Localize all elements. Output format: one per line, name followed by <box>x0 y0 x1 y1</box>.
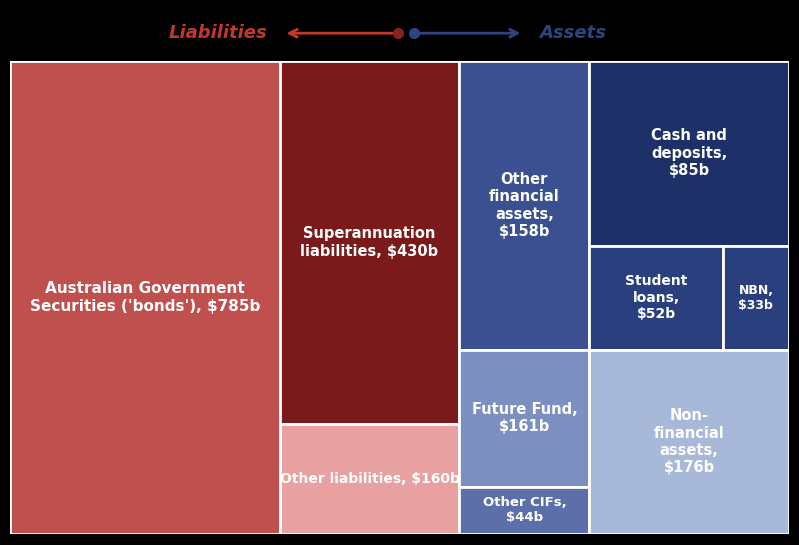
Bar <box>590 61 789 246</box>
Text: Other
financial
assets,
$158b: Other financial assets, $158b <box>489 172 560 239</box>
Bar <box>10 61 280 534</box>
Text: Other CIFs,
$44b: Other CIFs, $44b <box>483 496 566 524</box>
Bar <box>590 349 789 534</box>
Bar <box>723 246 789 349</box>
Bar <box>459 61 590 349</box>
Text: NBN,
$33b: NBN, $33b <box>738 283 773 312</box>
Bar <box>459 487 590 534</box>
Bar <box>590 246 723 349</box>
Text: Cash and
deposits,
$85b: Cash and deposits, $85b <box>651 129 727 178</box>
Text: Liabilities: Liabilities <box>169 24 268 42</box>
Text: Other liabilities, $160b: Other liabilities, $160b <box>280 472 459 486</box>
Bar <box>280 425 459 534</box>
Bar <box>459 349 590 487</box>
Bar <box>280 61 459 425</box>
Text: Australian Government
Securities ('bonds'), $785b: Australian Government Securities ('bonds… <box>30 281 260 314</box>
Text: Future Fund,
$161b: Future Fund, $161b <box>471 402 578 434</box>
Text: Student
loans,
$52b: Student loans, $52b <box>625 274 687 321</box>
Text: Superannuation
liabilities, $430b: Superannuation liabilities, $430b <box>300 227 439 259</box>
Text: Assets: Assets <box>539 24 606 42</box>
Text: Non-
financial
assets,
$176b: Non- financial assets, $176b <box>654 408 725 475</box>
